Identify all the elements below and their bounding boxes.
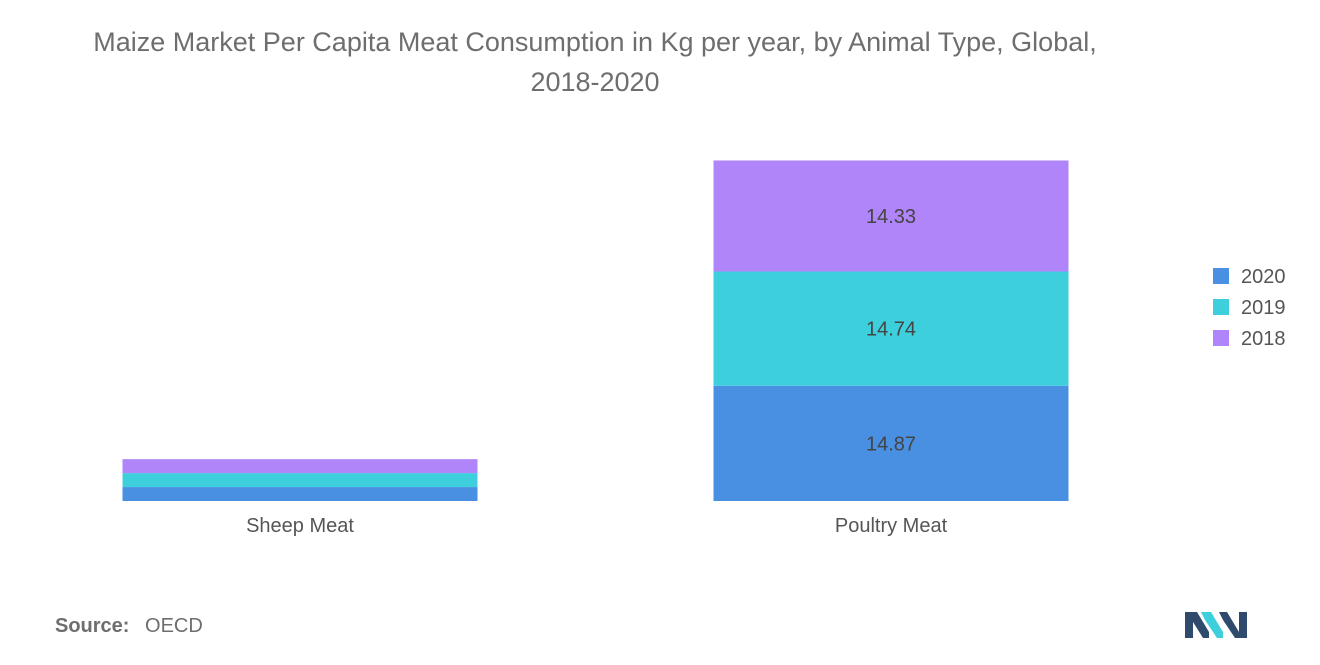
chart-title-line-1: Maize Market Per Capita Meat Consumption…	[93, 27, 1097, 57]
source-note: Source: OECD	[55, 615, 203, 638]
bar-sheep-meat-2020	[122, 487, 478, 501]
source-label: Source:	[55, 615, 130, 637]
bars-layer	[122, 160, 1069, 501]
x-tick-label: Sheep Meat	[246, 515, 354, 537]
x-axis: Sheep Meat Poultry Meat	[246, 515, 948, 537]
bar-sheep-meat-2019	[122, 473, 478, 488]
mordor-intelligence-logo	[1185, 612, 1247, 638]
bar-poultry-meat-2019	[713, 271, 1069, 386]
legend-label-2020: 2020	[1241, 266, 1286, 288]
data-label: 14.74	[866, 319, 916, 341]
bar-poultry-meat-2020	[713, 385, 1069, 501]
legend-label-2019: 2019	[1241, 297, 1286, 319]
data-label: 14.33	[866, 206, 916, 228]
chart-title-line-2: 2018-2020	[530, 67, 660, 97]
chart-title: Maize Market Per Capita Meat Consumption…	[0, 22, 1190, 102]
legend-swatch-2018	[1213, 330, 1229, 346]
bar-poultry-meat-2018	[713, 160, 1069, 272]
x-tick-label: Poultry Meat	[835, 515, 948, 537]
legend-swatch-2019	[1213, 299, 1229, 315]
legend-label-2018: 2018	[1241, 328, 1286, 350]
data-labels-layer: 14.87 14.74 14.33	[866, 206, 916, 455]
source-value: OECD	[145, 615, 203, 637]
legend: 2020 2019 2018	[1213, 266, 1286, 350]
legend-swatch-2020	[1213, 268, 1229, 284]
bar-sheep-meat-2018	[122, 459, 478, 474]
data-label: 14.87	[866, 433, 916, 455]
